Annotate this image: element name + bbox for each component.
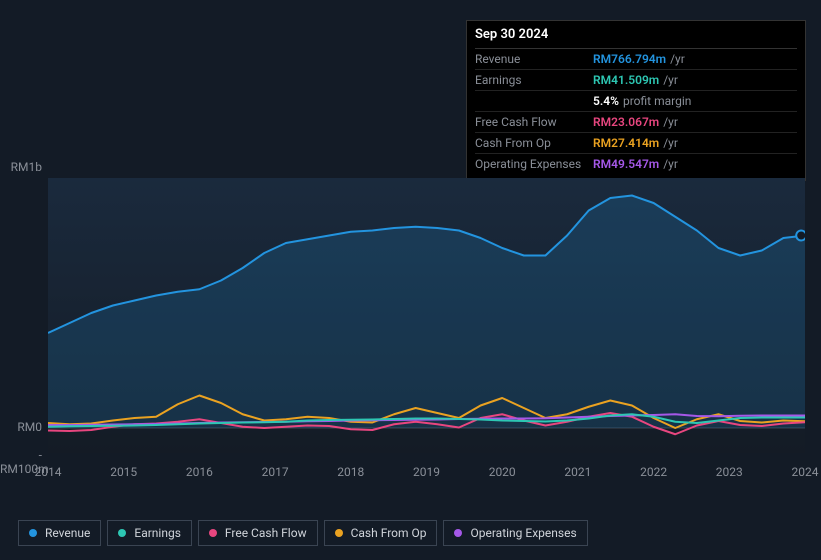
tooltip-unit: /yr xyxy=(663,73,678,87)
tooltip-row: RevenueRM766.794m/yr xyxy=(475,49,797,70)
tooltip-value: RM27.414m xyxy=(593,136,659,150)
legend-label: Operating Expenses xyxy=(470,526,576,540)
tooltip-value: RM49.547m xyxy=(593,157,659,171)
x-tick-label: 2024 xyxy=(792,465,819,479)
legend-dot xyxy=(118,529,126,537)
tooltip-row: Cash From OpRM27.414m/yr xyxy=(475,133,797,154)
tooltip-row: EarningsRM41.509m/yr xyxy=(475,70,797,91)
legend-item-revenue[interactable]: Revenue xyxy=(18,520,101,546)
tooltip-unit: /yr xyxy=(663,136,678,150)
legend-dot xyxy=(335,529,343,537)
x-axis-labels: 2014201520162017201820192020202120222023… xyxy=(48,465,805,481)
chart-legend: Revenue Earnings Free Cash Flow Cash From O… xyxy=(18,520,588,546)
tooltip-unit: /yr xyxy=(663,157,678,171)
legend-label: Revenue xyxy=(45,526,90,540)
tooltip-value: 5.4% xyxy=(593,94,619,108)
tooltip-unit: /yr xyxy=(663,115,678,129)
tooltip-label: Operating Expenses xyxy=(475,157,593,171)
x-tick-label: 2015 xyxy=(110,465,137,479)
legend-dot xyxy=(209,529,217,537)
x-tick-label: 2016 xyxy=(186,465,213,479)
tooltip-row: 5.4% profit margin xyxy=(475,91,797,112)
end-marker xyxy=(796,231,805,241)
x-tick-label: 2017 xyxy=(262,465,289,479)
x-tick-label: 2020 xyxy=(489,465,516,479)
tooltip-label: Earnings xyxy=(475,73,593,87)
tooltip-unit: profit margin xyxy=(623,94,691,108)
tooltip-label: Free Cash Flow xyxy=(475,115,593,129)
chart-tooltip: Sep 30 2024 RevenueRM766.794m/yrEarnings… xyxy=(466,20,806,181)
tooltip-unit: /yr xyxy=(670,52,685,66)
tooltip-value: RM41.509m xyxy=(593,73,659,87)
x-tick-label: 2014 xyxy=(35,465,62,479)
x-tick-label: 2021 xyxy=(564,465,591,479)
legend-label: Cash From Op xyxy=(351,526,427,540)
tooltip-label: Revenue xyxy=(475,52,593,66)
x-tick-label: 2023 xyxy=(716,465,743,479)
tooltip-row: Free Cash FlowRM23.067m/yr xyxy=(475,112,797,133)
legend-item-earnings[interactable]: Earnings xyxy=(107,520,192,546)
x-tick-label: 2022 xyxy=(640,465,667,479)
tooltip-label: Cash From Op xyxy=(475,136,593,150)
legend-item-free-cash-flow[interactable]: Free Cash Flow xyxy=(198,520,318,546)
y-tick-label: RM0 xyxy=(0,420,42,434)
x-tick-label: 2018 xyxy=(337,465,364,479)
legend-dot xyxy=(454,529,462,537)
tooltip-value: RM766.794m xyxy=(593,52,666,66)
legend-item-operating-expenses[interactable]: Operating Expenses xyxy=(443,520,587,546)
x-tick-label: 2019 xyxy=(413,465,440,479)
y-tick-label: RM1b xyxy=(0,160,42,174)
legend-label: Free Cash Flow xyxy=(225,526,307,540)
tooltip-row: Operating ExpensesRM49.547m/yr xyxy=(475,154,797,174)
legend-dot xyxy=(29,529,37,537)
legend-item-cash-from-op[interactable]: Cash From Op xyxy=(324,520,438,546)
tooltip-date: Sep 30 2024 xyxy=(475,27,797,49)
legend-label: Earnings xyxy=(134,526,181,540)
tooltip-value: RM23.067m xyxy=(593,115,659,129)
chart-plot[interactable] xyxy=(48,178,805,453)
